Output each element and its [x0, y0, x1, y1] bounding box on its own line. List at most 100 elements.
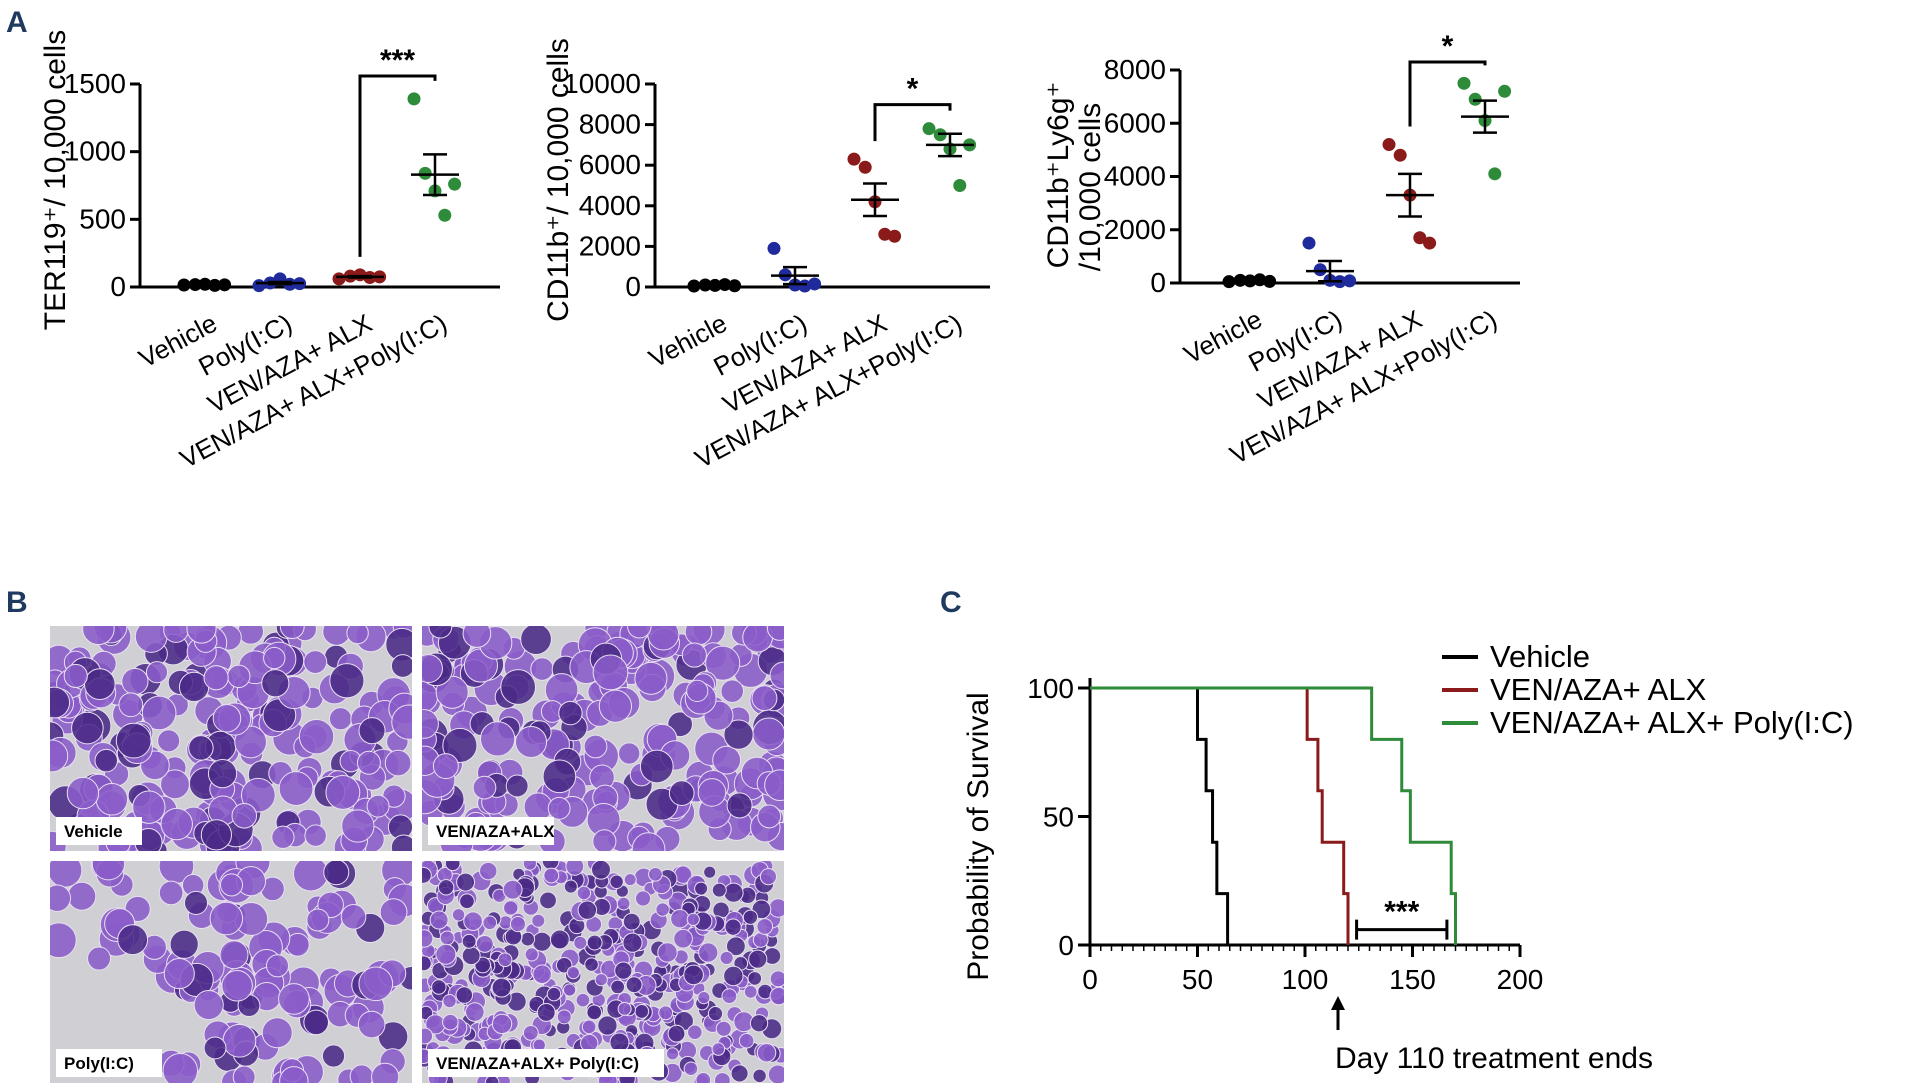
- y-tick-label: 6000: [579, 149, 641, 180]
- stained-cell: [475, 934, 494, 953]
- stained-cell: [442, 1013, 459, 1031]
- stained-cell: [163, 958, 195, 990]
- stained-cell: [539, 891, 557, 910]
- stained-cell: [768, 898, 784, 918]
- data-point: [888, 229, 902, 243]
- stained-cell: [50, 884, 71, 912]
- data-point: [1302, 236, 1316, 250]
- stained-cell: [160, 807, 193, 841]
- micrographs-panel: Vehicle VEN/AZA+ALX Poly(I:C) VEN/AZA+ALX+ …: [50, 626, 784, 1083]
- stained-cell: [491, 1013, 513, 1035]
- stained-cell: [322, 626, 351, 646]
- stained-cell: [594, 973, 608, 987]
- stained-cell: [520, 626, 552, 655]
- stained-cell: [752, 932, 769, 948]
- stained-cell: [547, 796, 571, 820]
- y-tick-label: 4000: [579, 190, 641, 221]
- stained-cell: [141, 695, 177, 731]
- panel-label-b: B: [6, 586, 28, 619]
- cell-cluster: [422, 626, 784, 851]
- panel-label-c: C: [940, 586, 962, 619]
- y-tick-label: 1000: [64, 136, 126, 167]
- stained-cell: [684, 626, 713, 646]
- stained-cell: [451, 908, 466, 922]
- data-point: [878, 227, 892, 241]
- stained-cell: [293, 861, 329, 892]
- stained-cell: [422, 929, 434, 948]
- stained-cell: [188, 735, 214, 761]
- stained-cell: [694, 881, 709, 896]
- data-point: [1413, 231, 1427, 245]
- stained-cell: [625, 976, 643, 994]
- stained-cell: [665, 1047, 680, 1061]
- data-point: [1498, 84, 1512, 98]
- data-point: [438, 208, 452, 222]
- stained-cell: [461, 946, 481, 966]
- significance-bracket: [358, 74, 437, 257]
- chart-survival: 0 50 100 150 200 0 50 100 Probability of Surviva…: [962, 639, 1854, 1075]
- stained-cell: [657, 942, 678, 963]
- stained-cell: [531, 913, 546, 928]
- stained-cell: [726, 792, 753, 819]
- stained-cell: [186, 626, 217, 644]
- stained-cell: [134, 626, 168, 653]
- stained-cell: [686, 679, 709, 703]
- stained-cell: [50, 686, 71, 719]
- stained-cell: [163, 626, 189, 643]
- stained-cell: [536, 1003, 556, 1022]
- y-tick-label: 2000: [1104, 214, 1166, 245]
- stained-cell: [723, 965, 744, 987]
- stained-cell: [573, 935, 588, 950]
- stained-cell: [549, 929, 570, 950]
- survival-curve: [1090, 686, 1230, 945]
- stained-cell: [639, 749, 674, 784]
- stained-cell: [634, 1003, 650, 1019]
- stained-cell: [592, 654, 629, 691]
- stained-cell: [442, 727, 478, 764]
- stained-cell: [279, 1066, 309, 1083]
- stained-cell: [435, 675, 469, 709]
- stained-cell: [219, 873, 244, 897]
- stained-cell: [614, 961, 633, 980]
- legend-label: VEN/AZA+ ALX+ Poly(I:C): [1490, 705, 1854, 740]
- data-point: [1468, 92, 1482, 106]
- data-point: [1382, 138, 1396, 152]
- stained-cell: [648, 866, 663, 882]
- stained-cell: [118, 692, 144, 718]
- micrograph-label: Poly(I:C): [64, 1054, 134, 1073]
- data-point: [847, 152, 861, 166]
- stained-cell: [576, 885, 592, 901]
- stained-cell: [575, 992, 591, 1008]
- data-point: [808, 277, 822, 291]
- stained-cell: [530, 657, 554, 681]
- stained-cell: [162, 1052, 199, 1083]
- stained-cell: [437, 879, 455, 896]
- data-point: [767, 241, 781, 255]
- stained-cell: [543, 867, 560, 884]
- stained-cell: [356, 750, 381, 775]
- stained-cell: [203, 665, 229, 691]
- micrograph-label-box: [428, 817, 554, 845]
- stained-cell: [546, 986, 562, 1002]
- y-tick-label: 10000: [563, 68, 641, 99]
- stained-cell: [509, 915, 527, 933]
- stained-cell: [566, 966, 580, 980]
- stained-cell: [95, 782, 129, 816]
- stained-cell: [341, 809, 375, 843]
- stained-cell: [321, 1044, 346, 1068]
- y-axis-label: TER119⁺/ 10,000 cells: [39, 30, 72, 330]
- stained-cell: [432, 753, 459, 780]
- stained-cell: [697, 991, 711, 1005]
- data-point: [448, 177, 462, 191]
- stained-cell: [271, 825, 295, 849]
- stained-cell: [634, 890, 652, 907]
- stained-cell: [219, 940, 249, 970]
- stained-cell: [673, 928, 693, 949]
- stained-cell: [232, 1065, 256, 1083]
- stained-cell: [193, 989, 224, 1021]
- stained-cell: [200, 819, 233, 851]
- micrograph: Vehicle: [50, 626, 412, 851]
- y-axis-label-line2: /10,000 cells: [1074, 103, 1107, 271]
- stained-cell: [231, 803, 258, 829]
- stained-cell: [721, 988, 738, 1005]
